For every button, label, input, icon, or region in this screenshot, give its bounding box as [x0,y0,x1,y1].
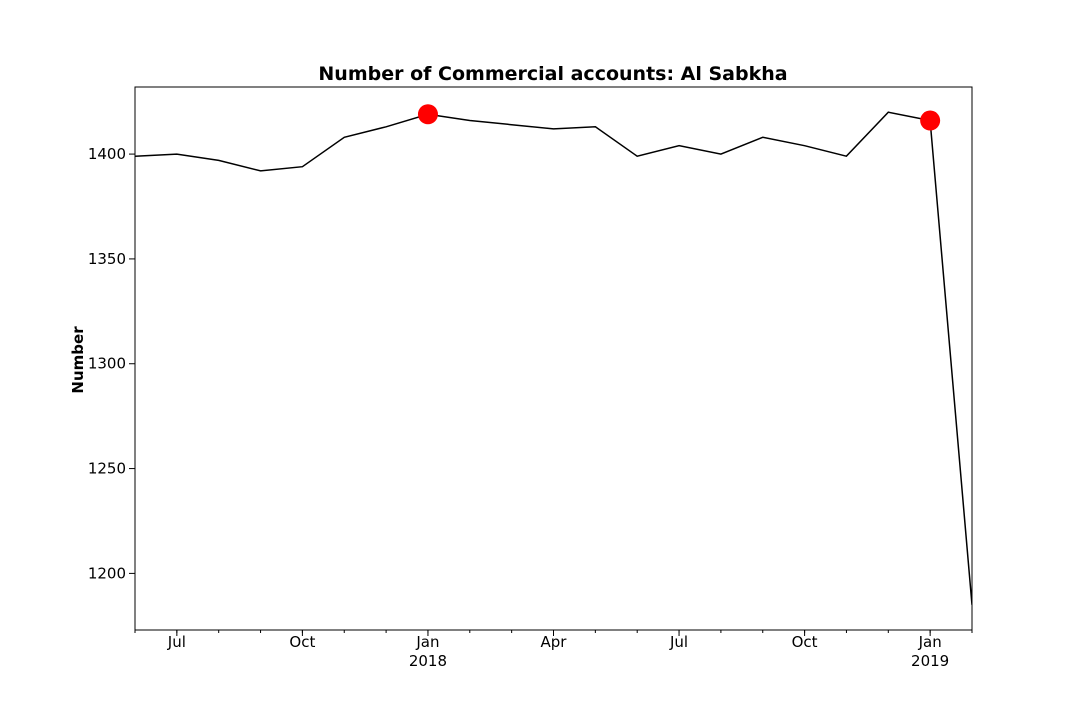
y-tick-label: 1400 [88,145,126,163]
x-tick-label: Jul [669,633,688,651]
highlight-point [417,104,438,125]
y-tick-label: 1200 [88,564,126,582]
x-tick-label: Oct [289,633,315,651]
y-tick-label: 1250 [88,460,126,478]
series-line [135,111,972,605]
x-tick-label: Apr [541,633,568,651]
x-tick-label: Oct [792,633,818,651]
highlight-point [920,110,941,131]
x-tick-year-label: 2019 [911,652,949,670]
y-tick-label: 1300 [88,355,126,373]
y-tick-label: 1350 [88,250,126,268]
x-tick-label: Jan [415,633,439,651]
chart-title: Number of Commercial accounts: Al Sabkha [318,63,787,85]
y-axis-label: Number [69,326,87,394]
x-tick-year-label: 2018 [409,652,447,670]
plot-frame [134,86,973,631]
x-tick-label: Jan [918,633,942,651]
x-tick-label: Jul [167,633,186,651]
